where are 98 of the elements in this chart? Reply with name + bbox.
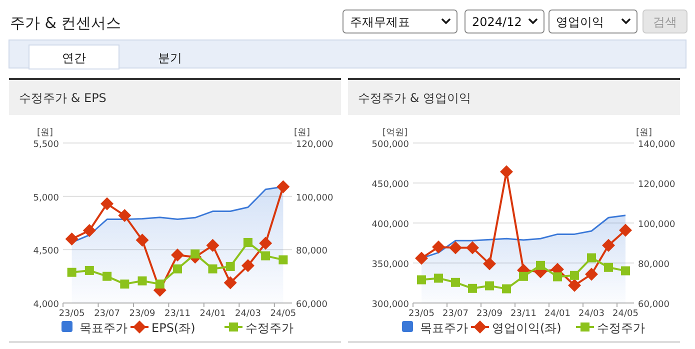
point [619,224,632,237]
point [468,284,477,293]
point [602,238,615,252]
point [243,238,252,247]
y-tick-label: 4,000 [33,300,60,310]
y-axis-title: [원] [36,128,54,138]
y-axis-title: [억원] [382,128,408,138]
y-tick-label: 5,000 [33,193,60,204]
y2-tick-label: 100,000 [638,220,676,230]
y2-tick-label: 120,000 [296,140,334,150]
point [82,224,96,237]
x-tick-label: 23/07 [442,309,468,319]
x-tick-label: 23/09 [476,309,503,319]
point [451,278,460,287]
point [278,255,288,264]
point [224,276,237,290]
y2-axis-title: [원] [294,128,310,138]
x-tick-label: 24/03 [578,309,604,319]
x-tick-label: 24/05 [612,309,638,319]
x-tick-label: 24/01 [544,309,570,319]
point [226,262,235,271]
point [190,249,200,258]
point [100,197,114,210]
legend-label: EPS(좌) [152,321,196,335]
select: 영업이익 [548,10,638,34]
point [208,264,218,274]
y2-tick-label: 100,000 [296,193,334,204]
x-tick-label: 23/11 [164,309,190,319]
point [84,266,94,275]
legend-label: 영업이익(좌) [492,321,562,335]
point [261,251,270,260]
point [171,248,184,262]
point [136,234,149,247]
y-tick-label: 350,000 [372,260,410,270]
x-tick-label: 23/09 [129,309,156,319]
y-tick-label: 4,500 [33,246,60,257]
point [604,262,613,272]
point [120,280,130,289]
point [118,209,132,222]
point [536,260,545,270]
point [500,165,513,178]
point [485,281,494,290]
point [138,276,147,286]
point [432,240,445,254]
point [241,259,254,272]
y2-tick-label: 80,000 [296,246,328,257]
legend-label: 목표주가 [80,321,128,335]
point [519,272,528,281]
chart-title: 수정주가 & EPS [19,91,106,105]
point [585,268,598,281]
y-tick-label: 500,000 [372,140,410,150]
y-tick-label: 300,000 [372,300,410,310]
point [67,268,76,277]
point [502,284,511,294]
y2-tick-label: 120,000 [638,180,676,190]
point [102,272,112,281]
text: 주가 & 컨센서스 [10,14,122,32]
point [155,280,164,289]
select: 2024/12 [464,10,544,34]
x-tick-label: 23/05 [58,309,85,319]
point [553,272,562,282]
point [417,275,426,284]
point [173,264,182,274]
legend-label: 수정주가 [597,321,645,335]
x-tick-label: 23/11 [510,309,536,319]
x-tick-label: 24/01 [200,309,226,319]
y2-tick-label: 60,000 [638,300,670,310]
point [587,253,596,262]
point [466,241,479,254]
point [568,278,581,292]
x-tick-label: 24/03 [234,309,261,319]
y-tick-label: 5,500 [33,140,60,150]
y2-axis-title: [원] [636,128,652,138]
point [259,236,272,250]
y2-tick-label: 60,000 [296,300,328,310]
button: 검색 [642,10,688,34]
y2-tick-label: 80,000 [638,260,670,270]
point [483,257,496,270]
text: 분기 [158,51,182,65]
chart-title: 수정주가 & 영업이익 [358,91,471,105]
point [276,180,290,194]
legend-label: 목표주가 [420,321,468,335]
x-tick-label: 23/07 [94,309,120,319]
point [415,252,428,265]
x-tick-label: 23/05 [408,309,434,319]
legend-label: 수정주가 [246,321,294,335]
y-tick-label: 400,000 [372,220,410,230]
x-tick-label: 24/05 [270,309,296,319]
point [65,232,78,246]
point [434,274,443,283]
y2-tick-label: 140,000 [638,140,676,150]
y-tick-label: 450,000 [372,180,410,190]
point [621,266,630,276]
text: 연간 [62,51,86,65]
point [570,270,579,280]
point [206,238,220,252]
select: 주재무제표 [342,10,458,34]
point [449,241,462,254]
